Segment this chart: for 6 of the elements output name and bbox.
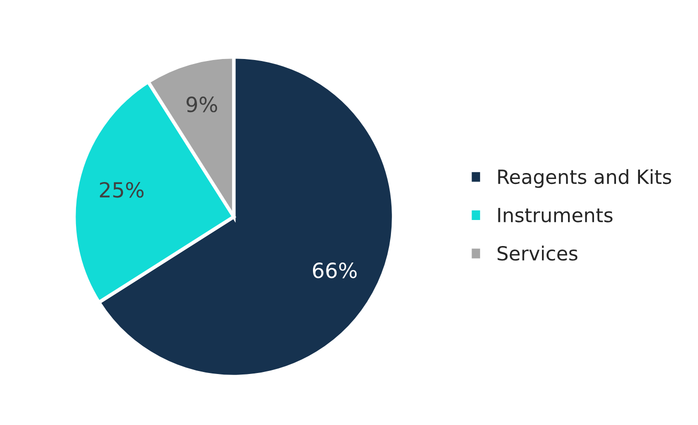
- legend-label: Services: [498, 246, 578, 261]
- data-label: 66%: [312, 262, 357, 278]
- data-label: 9%: [186, 96, 218, 112]
- legend-label: Instruments: [498, 208, 612, 222]
- legend-label: Reagents and Kits: [498, 169, 672, 188]
- data-label: 25%: [100, 182, 144, 198]
